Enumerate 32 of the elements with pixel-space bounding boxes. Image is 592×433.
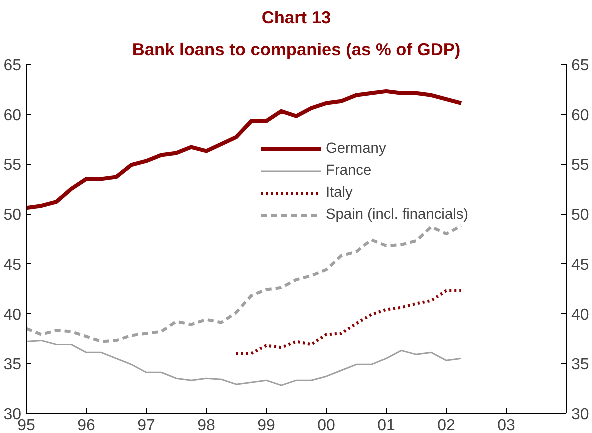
line-series: [235, 289, 463, 356]
chart-title: Chart 13: [262, 8, 332, 28]
y2-tick-label: 30: [572, 406, 590, 424]
x-tick-label: 01: [378, 418, 396, 433]
y-tick-label: 65: [4, 58, 22, 74]
y2-tick-label: 60: [572, 107, 590, 124]
y2-tick-label: 40: [572, 306, 590, 324]
y-tick-label: 55: [4, 157, 22, 174]
legend-label: Spain (incl. financials): [326, 207, 469, 223]
x-tick-label: 02: [438, 418, 456, 433]
line-series: [26, 224, 463, 344]
x-tick-label: 03: [498, 418, 516, 433]
x-tick-label: 00: [318, 418, 336, 433]
x-tick-label: 98: [198, 418, 216, 433]
y2-tick-label: 45: [572, 256, 590, 274]
y-tick-label: 60: [4, 107, 22, 124]
line-series: [26, 340, 462, 386]
legend-label: Italy: [326, 185, 353, 201]
y2-tick-label: 35: [572, 356, 590, 374]
y-tick-label: 50: [4, 207, 22, 224]
y-tick-label: 45: [4, 256, 22, 274]
y2-tick-label: 65: [572, 58, 590, 74]
y2-tick-label: 55: [572, 157, 590, 174]
y2-tick-label: 50: [572, 207, 590, 224]
x-tick-label: 96: [78, 418, 96, 433]
x-tick-label: 99: [258, 418, 276, 433]
y-tick-label: 35: [4, 356, 22, 374]
y-tick-label: 40: [4, 306, 22, 324]
x-tick-label: 97: [138, 418, 156, 433]
legend-label: Germany: [326, 141, 386, 157]
chart-subtitle: Bank loans to companies (as % of GDP): [132, 40, 461, 60]
legend-label: France: [326, 163, 372, 179]
